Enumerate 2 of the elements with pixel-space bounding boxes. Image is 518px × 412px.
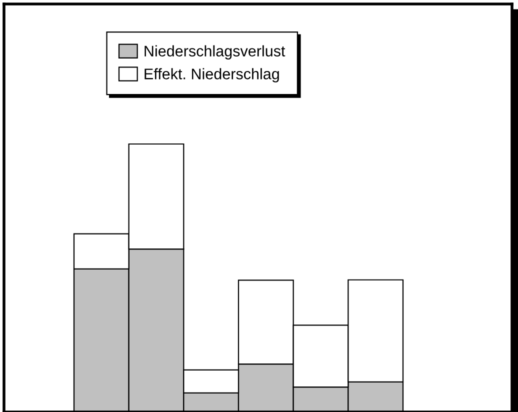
legend-label: Effekt. Niederschlag bbox=[144, 68, 279, 82]
legend-label: Niederschlagsverlust bbox=[144, 45, 286, 60]
